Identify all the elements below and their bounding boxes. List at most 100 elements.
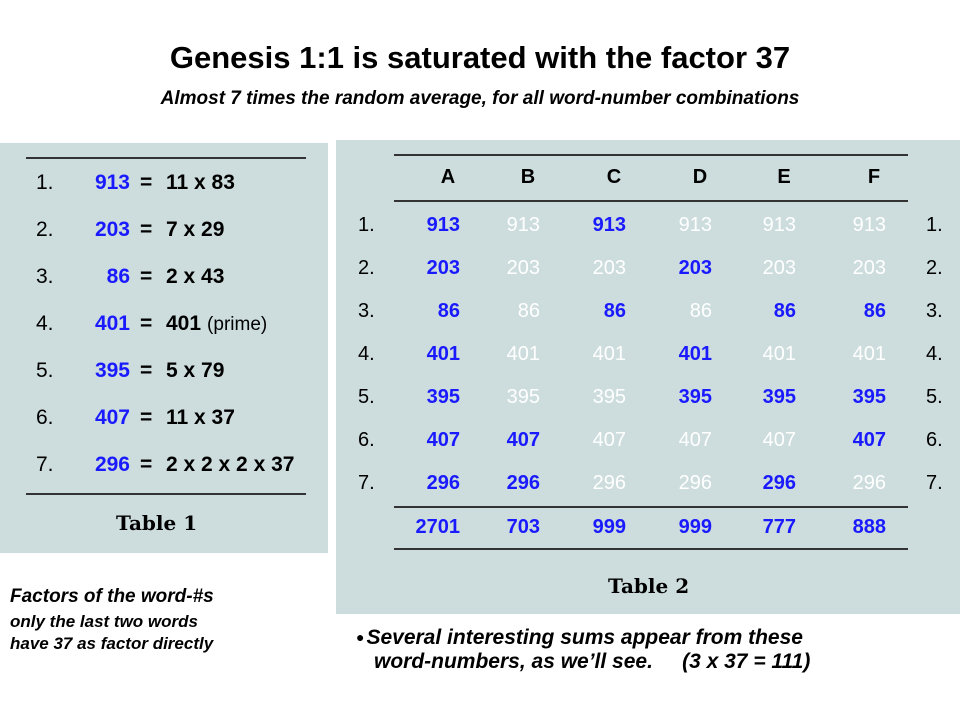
table-cell: 401 — [426, 343, 460, 365]
table-1-panel: 1. 913 = 11 x 83 2. 203 = 7 x 29 3. 86 = 2 x 43 4. 40… — [0, 143, 328, 553]
table-cell: 86 — [603, 300, 626, 322]
table-2-sum-rule — [394, 506, 908, 508]
column-header: F — [867, 166, 881, 188]
table-cell: 401 — [678, 343, 712, 365]
equals-sign: = — [140, 406, 153, 429]
table-2-caption: Table 2 — [608, 574, 690, 598]
equals-sign: = — [140, 312, 153, 335]
table-cell: 395 — [426, 386, 460, 408]
table-row: 6. 407 = 11 x 37 — [0, 406, 328, 446]
table-cell: 86 — [773, 300, 796, 322]
word-number: 407 — [94, 406, 130, 429]
factorization: 11 x 83 — [166, 171, 235, 194]
row-label-right: 2. — [926, 257, 943, 279]
row-label-left: 7. — [358, 472, 375, 494]
column-sum: 703 — [506, 516, 540, 538]
table-cell: 203 — [678, 257, 712, 279]
column-sum: 888 — [852, 516, 886, 538]
table-cell: 407 — [426, 429, 460, 451]
table-cell: 395 — [678, 386, 712, 408]
note-right-line-2: word-numbers, as we’ll see. (3 x 37 = 11… — [374, 650, 811, 673]
table-row: 5. 395 = 5 x 79 — [0, 359, 328, 399]
table-cell: 296 — [852, 472, 886, 494]
column-header: B — [520, 166, 536, 188]
table-1-caption: Table 1 — [116, 511, 198, 535]
equals-sign: = — [140, 359, 153, 382]
equals-sign: = — [140, 453, 153, 476]
table-2-panel: A B C D E F 1. 1. 913 913 913 913 913 913 2. 2. 203 203 2… — [336, 140, 960, 614]
note-left-line-1: Factors of the word-#s — [10, 586, 214, 607]
table-cell: 395 — [762, 386, 796, 408]
table-1-top-rule — [26, 157, 306, 159]
factorization: 2 x 43 — [166, 265, 225, 288]
table-cell: 407 — [678, 429, 712, 451]
table-cell: 401 — [852, 343, 886, 365]
row-label-right: 1. — [926, 214, 943, 236]
table-cell: 407 — [592, 429, 626, 451]
row-number: 2. — [36, 218, 54, 241]
page-title: Genesis 1:1 is saturated with the factor… — [169, 40, 791, 75]
table-cell: 296 — [506, 472, 540, 494]
table-cell: 296 — [762, 472, 796, 494]
row-number: 7. — [36, 453, 54, 476]
row-label-right: 4. — [926, 343, 943, 365]
table-cell: 407 — [506, 429, 540, 451]
column-header: A — [440, 166, 456, 188]
table-cell: 913 — [678, 214, 712, 236]
column-header: E — [777, 166, 791, 188]
column-sum: 999 — [678, 516, 712, 538]
row-label-left: 3. — [358, 300, 375, 322]
table-row: 7. 296 = 2 x 2 x 2 x 37 — [0, 453, 328, 493]
note-left-line-3: have 37 as factor directly — [10, 634, 214, 653]
factorization: 7 x 29 — [166, 218, 225, 241]
equals-sign: = — [140, 171, 153, 194]
table-cell: 296 — [592, 472, 626, 494]
table-cell: 203 — [852, 257, 886, 279]
word-number: 203 — [94, 218, 130, 241]
table-cell: 203 — [592, 257, 626, 279]
table-cell: 395 — [852, 386, 886, 408]
table-cell: 401 — [762, 343, 796, 365]
table-cell: 296 — [426, 472, 460, 494]
table-row: 4. 401 = 401 (prime) — [0, 312, 328, 352]
table-2-header-rule — [394, 200, 908, 202]
table-cell: 203 — [506, 257, 540, 279]
word-number: 296 — [94, 453, 130, 476]
table-cell: 395 — [506, 386, 540, 408]
word-number: 401 — [94, 312, 130, 335]
prime-note: (prime) — [207, 314, 268, 335]
row-label-right: 6. — [926, 429, 943, 451]
table-cell: 407 — [852, 429, 886, 451]
factorization: 2 x 2 x 2 x 37 — [166, 453, 295, 476]
table-cell: 913 — [592, 214, 626, 236]
table-2-top-rule — [394, 154, 908, 156]
table-cell: 401 — [506, 343, 540, 365]
table-cell: 407 — [762, 429, 796, 451]
table-row: 3. 86 = 2 x 43 — [0, 265, 328, 305]
table-cell: 913 — [426, 214, 460, 236]
row-label-left: 1. — [358, 214, 375, 236]
table-row: 1. 913 = 11 x 83 — [0, 171, 328, 211]
factorization: 11 x 37 — [166, 406, 235, 429]
sums-note: ●Several interesting sums appear from th… — [356, 626, 956, 674]
table-cell: 913 — [762, 214, 796, 236]
equals-sign: = — [140, 265, 153, 288]
table-row: 2. 203 = 7 x 29 — [0, 218, 328, 258]
row-number: 5. — [36, 359, 54, 382]
column-sum: 777 — [762, 516, 796, 538]
column-sum: 999 — [592, 516, 626, 538]
row-label-left: 5. — [358, 386, 375, 408]
table-cell: 86 — [437, 300, 460, 322]
row-label-left: 6. — [358, 429, 375, 451]
row-number: 1. — [36, 171, 54, 194]
bullet-icon: ● — [356, 629, 365, 645]
page-subtitle: Almost 7 times the random average, for a… — [160, 88, 800, 109]
factorization: 5 x 79 — [166, 359, 225, 382]
table-1-note: Factors of the word-#s only the last two… — [10, 586, 214, 654]
table-2-bottom-rule — [394, 548, 908, 550]
column-header: D — [692, 166, 708, 188]
note-left-line-2: only the last two words — [10, 612, 198, 631]
table-cell: 913 — [852, 214, 886, 236]
table-cell: 296 — [678, 472, 712, 494]
column-sum: 2701 — [415, 516, 461, 538]
